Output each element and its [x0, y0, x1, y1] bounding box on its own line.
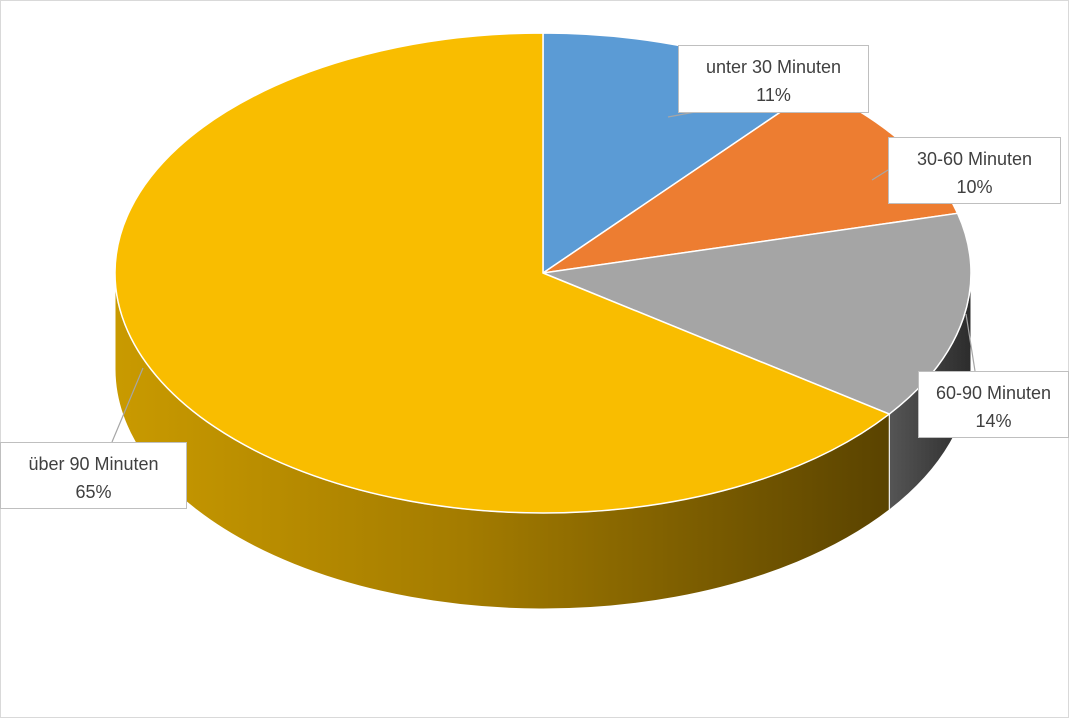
- data-label-value-1: 10%: [956, 177, 992, 197]
- data-label-3: über 90 Minuten 65%: [0, 367, 187, 509]
- data-label-0: unter 30 Minuten 11%: [667, 45, 869, 118]
- pie-slice-3: [114, 32, 891, 514]
- data-label-box-1: [888, 137, 1061, 204]
- pie-slice-2: [540, 212, 972, 415]
- leader-line-3: [111, 367, 144, 443]
- data-label-box-2: [918, 371, 1069, 438]
- data-label-value-0: 11%: [756, 85, 791, 105]
- data-label-value-3: 65%: [75, 482, 111, 502]
- leader-line-2: [965, 313, 976, 372]
- data-label-category-2: 60-90 Minuten: [936, 383, 1051, 403]
- data-label-category-0: unter 30 Minuten: [706, 57, 841, 77]
- data-label-value-2: 14%: [975, 411, 1011, 431]
- leader-line-1: [871, 169, 889, 181]
- data-label-category-1: 30-60 Minuten: [917, 149, 1032, 169]
- data-label-1: 30-60 Minuten 10%: [871, 137, 1061, 204]
- data-label-category-3: über 90 Minuten: [28, 454, 158, 474]
- data-label-box-0: [678, 45, 869, 113]
- data-label-2: 60-90 Minuten 14%: [918, 313, 1069, 438]
- data-label-box-3: [0, 442, 187, 509]
- pie-data-labels: unter 30 Minuten 11% 30-60 Minuten 10% 60-90…: [0, 45, 1069, 509]
